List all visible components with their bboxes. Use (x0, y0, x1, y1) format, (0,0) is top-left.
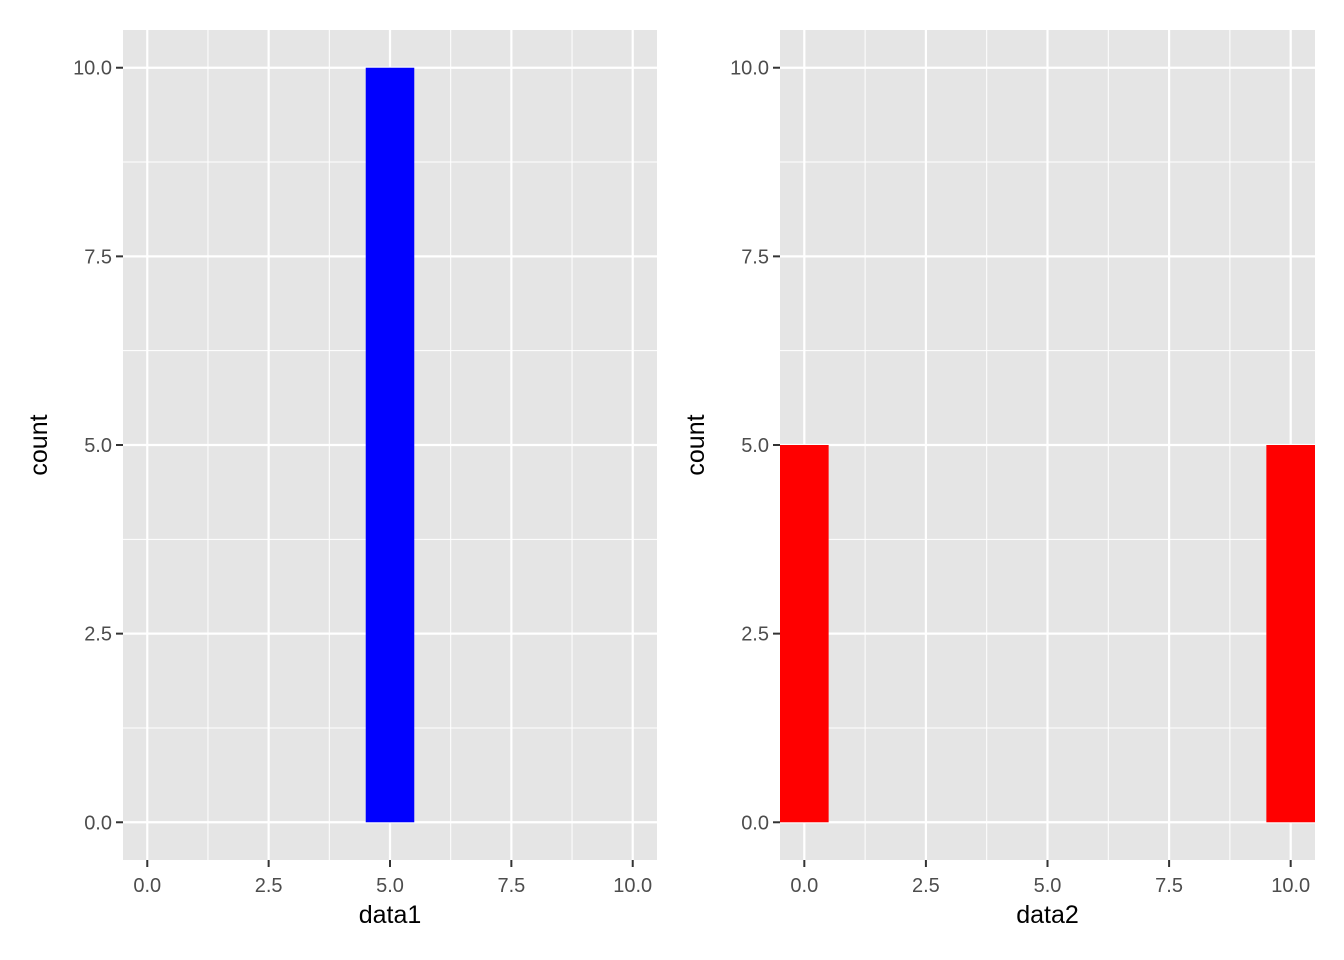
y-tick-label: 0.0 (84, 812, 112, 834)
y-tick-label: 10.0 (73, 58, 112, 80)
bar (780, 445, 829, 823)
chart-panel-right: 0.0 2.5 5.0 7.5 10.0 0.0 2.5 5.0 7.5 10.0 data2 c… (682, 30, 1315, 929)
bars (780, 445, 1315, 823)
y-tick-label: 7.5 (741, 246, 769, 268)
y-axis-title: count (25, 414, 53, 475)
bar (1266, 445, 1315, 823)
y-axis-title: count (682, 414, 710, 475)
x-tick-label: 2.5 (255, 875, 283, 897)
y-tick-label: 10.0 (730, 58, 769, 80)
chart-panel-left: 0.0 2.5 5.0 7.5 10.0 0.0 2.5 5.0 7.5 10.0 data1 c… (25, 30, 657, 929)
axis-ticks: 0.0 2.5 5.0 7.5 10.0 0.0 2.5 5.0 7.5 10.0 (730, 58, 1310, 897)
bar (365, 67, 415, 823)
y-tick-label: 2.5 (84, 624, 112, 646)
x-tick-label: 7.5 (1155, 875, 1183, 897)
y-tick-label: 5.0 (741, 435, 769, 457)
y-tick-label: 5.0 (84, 435, 112, 457)
y-tick-label: 2.5 (741, 624, 769, 646)
x-tick-label: 0.0 (790, 875, 818, 897)
x-tick-label: 10.0 (613, 875, 652, 897)
x-tick-label: 7.5 (497, 875, 525, 897)
x-axis-title: data2 (1016, 901, 1079, 929)
bars (365, 67, 415, 823)
axis-ticks: 0.0 2.5 5.0 7.5 10.0 0.0 2.5 5.0 7.5 10.0 (73, 58, 652, 897)
x-tick-label: 5.0 (376, 875, 404, 897)
x-tick-label: 5.0 (1034, 875, 1062, 897)
x-axis-title: data1 (359, 901, 422, 929)
y-tick-label: 0.0 (741, 812, 769, 834)
x-tick-label: 10.0 (1271, 875, 1310, 897)
x-tick-label: 2.5 (912, 875, 940, 897)
y-tick-label: 7.5 (84, 246, 112, 268)
x-tick-label: 0.0 (133, 875, 161, 897)
